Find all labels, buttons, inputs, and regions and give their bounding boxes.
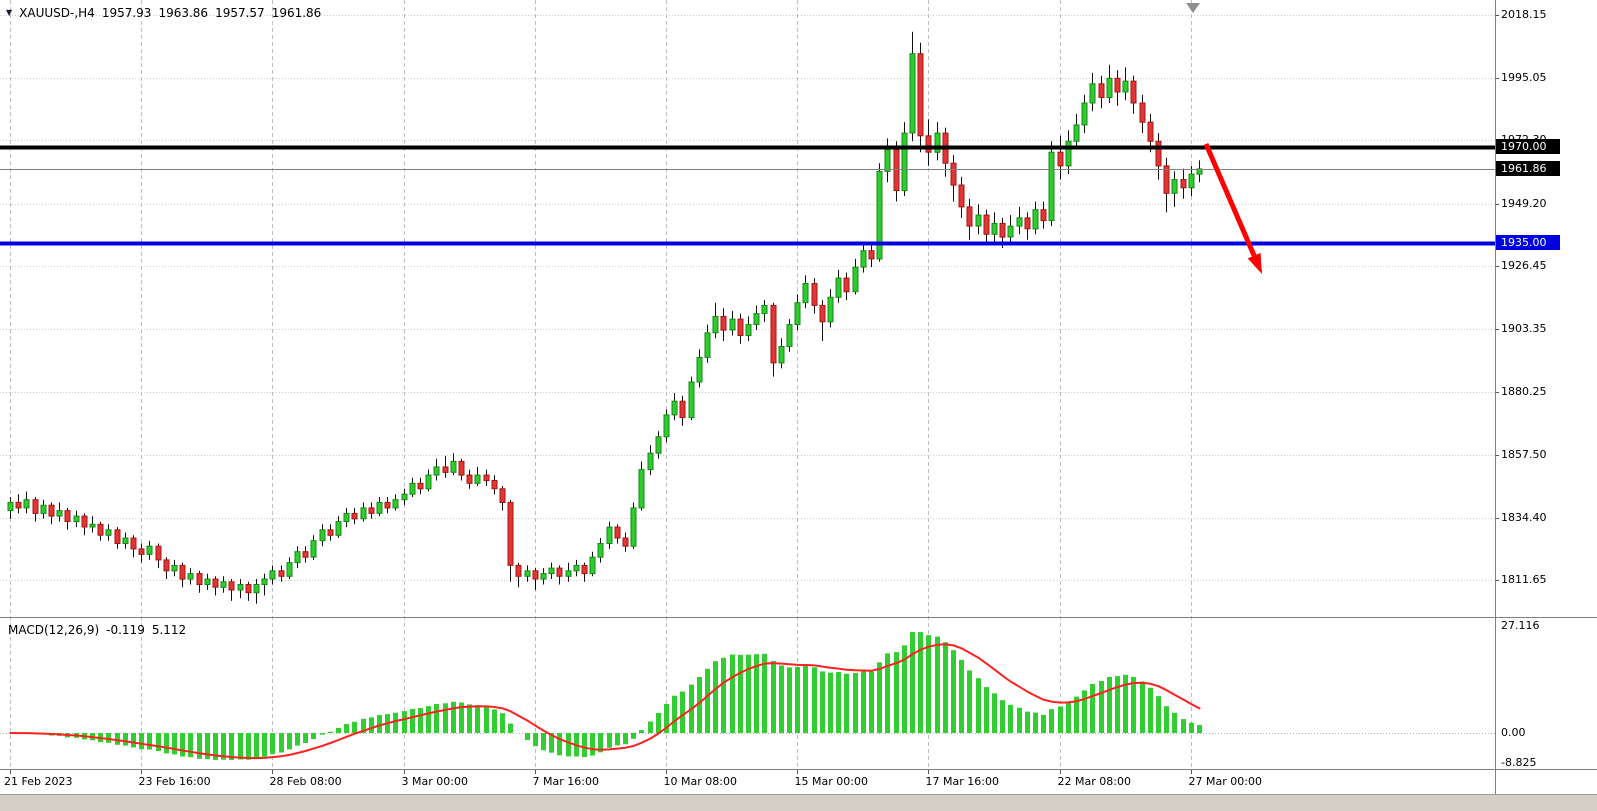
time-axis-label: 21 Feb 2023 [4, 775, 73, 788]
time-axis-label: 17 Mar 16:00 [925, 775, 999, 788]
macd-axis-label: 0.00 [1501, 726, 1526, 739]
horizontal-level-lines[interactable] [0, 145, 1495, 246]
price-axis-label: 2018.15 [1501, 8, 1547, 21]
macd-axis-label: 27.116 [1501, 619, 1540, 633]
macd-main-value: -0.119 [106, 623, 145, 637]
candlesticks [7, 31, 1203, 604]
price-axis-label: 1926.45 [1501, 258, 1547, 272]
time-axis-label: 7 Mar 16:00 [532, 775, 599, 788]
gridlines [0, 0, 1495, 770]
price-axis-label: 1880.25 [1501, 385, 1547, 399]
macd-indicator [9, 632, 1202, 761]
time-axis-label: 23 Feb 16:00 [138, 775, 211, 788]
time-axis-label: 28 Feb 08:00 [269, 775, 342, 788]
symbol-ohlc-line: ▼ XAUUSD-,H4 1957.93 1963.86 1957.57 196… [6, 6, 321, 20]
support-price-badge: 1935.00 [1496, 235, 1560, 250]
symbol-timeframe: XAUUSD-,H4 [19, 6, 95, 20]
ohlc-close: 1961.86 [271, 6, 322, 20]
price-axis-label: 1949.20 [1501, 196, 1547, 210]
price-axis-label: 1903.35 [1501, 322, 1547, 336]
price-axis-label: 1857.50 [1501, 447, 1547, 461]
time-axis-label: 3 Mar 00:00 [401, 775, 468, 788]
time-axis-label: 22 Mar 08:00 [1057, 775, 1131, 788]
ohlc-high: 1963.86 [158, 6, 209, 20]
price-axis-label: 1834.40 [1501, 510, 1547, 524]
macd-axis-label: -8.825 [1501, 756, 1537, 769]
resistance-price-badge: 1970.00 [1496, 139, 1560, 154]
current-price-badge: 1961.86 [1496, 161, 1560, 176]
macd-label: MACD(12,26,9) -0.119 5.112 [8, 623, 186, 637]
ohlc-open: 1957.93 [101, 6, 152, 20]
time-axis-label: 10 Mar 08:00 [663, 775, 737, 788]
price-axis-label: 1995.05 [1501, 71, 1547, 85]
ohlc-low: 1957.57 [215, 6, 265, 20]
panel-separators [0, 0, 1597, 794]
trend-arrow[interactable] [1203, 143, 1262, 274]
chart-end-marker-icon [1186, 3, 1200, 13]
window-bottom-strip [0, 794, 1597, 811]
time-axis-label: 15 Mar 00:00 [794, 775, 868, 788]
macd-name: MACD(12,26,9) [8, 623, 100, 637]
price-axis-label: 1811.65 [1501, 573, 1547, 586]
macd-signal-value: 5.112 [151, 623, 187, 637]
symbol-triangle-icon: ▼ [6, 8, 13, 17]
time-axis-label: 27 Mar 00:00 [1188, 775, 1262, 788]
